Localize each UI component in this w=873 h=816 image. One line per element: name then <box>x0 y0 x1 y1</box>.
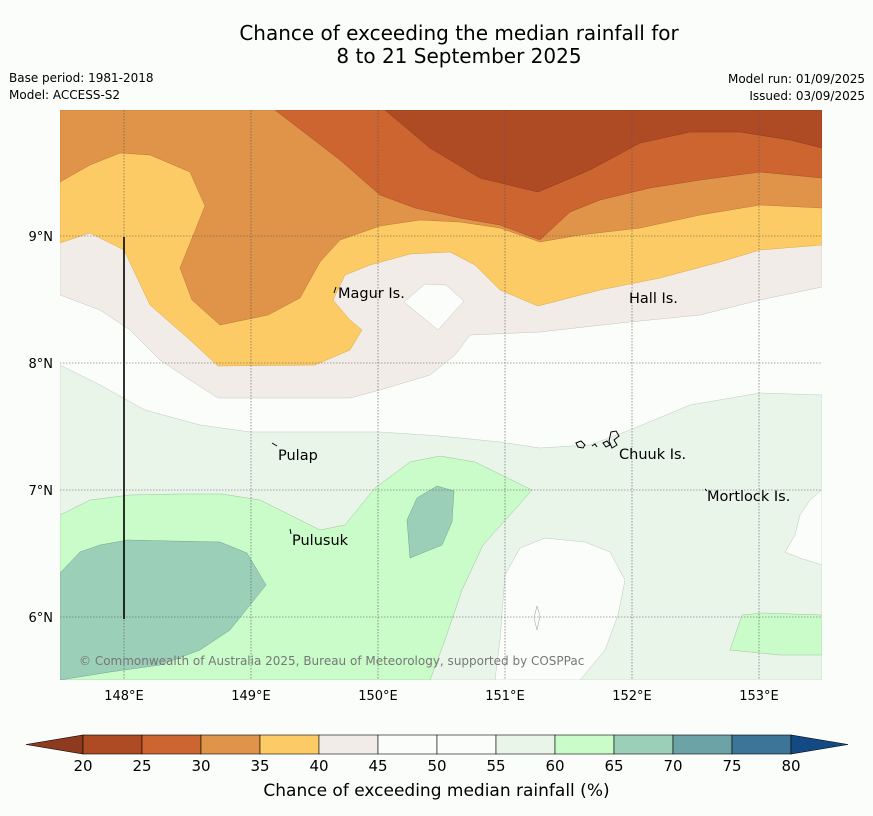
place-label-pulap: Pulap <box>278 448 318 464</box>
issued-text: Issued: 03/09/2025 <box>749 89 865 103</box>
colorbar-tick-label: 80 <box>781 757 800 775</box>
colorbar-tick-label: 55 <box>486 757 505 775</box>
colorbar-tick-label: 20 <box>73 757 92 775</box>
place-label-magur: Magur Is. <box>338 286 405 302</box>
mortlock-island-shape <box>704 488 708 492</box>
lat-tick-7n: 7°N <box>29 484 54 499</box>
colorbar-swatch <box>318 734 379 755</box>
colorbar-swatch <box>613 734 674 755</box>
colorbar-swatch <box>377 734 438 755</box>
place-label-chuuk: Chuuk Is. <box>619 447 686 463</box>
colorbar-swatch <box>731 734 792 755</box>
band-65-70-west <box>60 539 267 680</box>
lat-tick-6n: 6°N <box>29 611 54 626</box>
lon-tick-148e: 148°E <box>104 689 144 704</box>
colorbar-swatch <box>200 734 261 755</box>
model-run-text: Model run: 01/09/2025 <box>727 72 865 86</box>
lon-tick-150e: 150°E <box>358 689 398 704</box>
colorbar-swatch <box>495 734 556 755</box>
lon-tick-153e: 153°E <box>739 689 779 704</box>
pulusuk-island-shape <box>289 528 292 535</box>
chuuk-island-1 <box>575 440 586 449</box>
place-label-mortlock: Mortlock Is. <box>707 489 790 505</box>
band-65-70-central <box>406 485 455 559</box>
title-line-1: Chance of exceeding the median rainfall … <box>239 21 679 45</box>
base-period-text: Base period: 1981-2018 <box>9 71 154 85</box>
title-line-2: 8 to 21 September 2025 <box>336 44 582 68</box>
colorbar-over-arrow <box>790 734 849 755</box>
chuuk-island-3 <box>602 440 611 448</box>
chuuk-island-2 <box>591 443 598 448</box>
colorbar-tick-label: 60 <box>545 757 564 775</box>
place-label-hall: Hall Is. <box>629 291 678 307</box>
pulap-island-shape <box>271 442 278 447</box>
chuuk-island-4 <box>608 430 620 449</box>
colorbar-tick-label: 30 <box>191 757 210 775</box>
colorbar-swatch <box>259 734 320 755</box>
lat-tick-9n: 9°N <box>29 230 54 245</box>
colorbar-tick-label: 40 <box>309 757 328 775</box>
colorbar-swatch <box>82 734 143 755</box>
colorbar-swatch <box>141 734 202 755</box>
colorbar-tick-label: 35 <box>250 757 269 775</box>
colorbar-swatch <box>436 734 497 755</box>
colorbar-under-arrow <box>25 734 84 755</box>
place-label-pulusuk: Pulusuk <box>292 533 349 549</box>
band-20-25 <box>384 110 822 193</box>
colorbar-tick-label: 25 <box>132 757 151 775</box>
copyright-credit: © Commonwealth of Australia 2025, Bureau… <box>79 654 584 668</box>
lon-tick-149e: 149°E <box>231 689 271 704</box>
forecast-map: Magur Is. Hall Is. Pulap Chuuk Is. Mortl… <box>25 110 849 775</box>
band-45-50-hole <box>403 283 465 331</box>
colorbar: 20 25 30 35 40 45 50 55 60 65 70 75 80 <box>25 734 849 775</box>
chart-title: Chance of exceeding the median rainfall … <box>0 22 873 68</box>
colorbar-tick-label: 50 <box>427 757 446 775</box>
band-50-55-south <box>494 537 626 680</box>
colorbar-swatch <box>554 734 615 755</box>
colorbar-label: Chance of exceeding median rainfall (%) <box>263 781 610 801</box>
lon-tick-152e: 152°E <box>612 689 652 704</box>
islands <box>271 286 708 631</box>
model-text: Model: ACCESS-S2 <box>9 88 121 102</box>
magur-island-shape <box>333 286 337 294</box>
colorbar-tick-label: 45 <box>368 757 387 775</box>
band-50-55-east <box>784 489 822 566</box>
colorbar-tick-label: 70 <box>663 757 682 775</box>
metadata-right: Model run: 01/09/2025 Issued: 03/09/2025 <box>728 71 865 105</box>
colorbar-tick-label: 75 <box>722 757 741 775</box>
colorbar-swatch <box>672 734 733 755</box>
colorbar-tick-label: 65 <box>604 757 623 775</box>
lat-tick-8n: 8°N <box>29 357 54 372</box>
band-60-65-east <box>729 612 822 656</box>
metadata-left: Base period: 1981-2018 Model: ACCESS-S2 <box>9 70 154 104</box>
lon-tick-151e: 151°E <box>485 689 525 704</box>
contour-sliver <box>533 605 541 631</box>
map-plot-area: Magur Is. Hall Is. Pulap Chuuk Is. Mortl… <box>60 110 822 680</box>
